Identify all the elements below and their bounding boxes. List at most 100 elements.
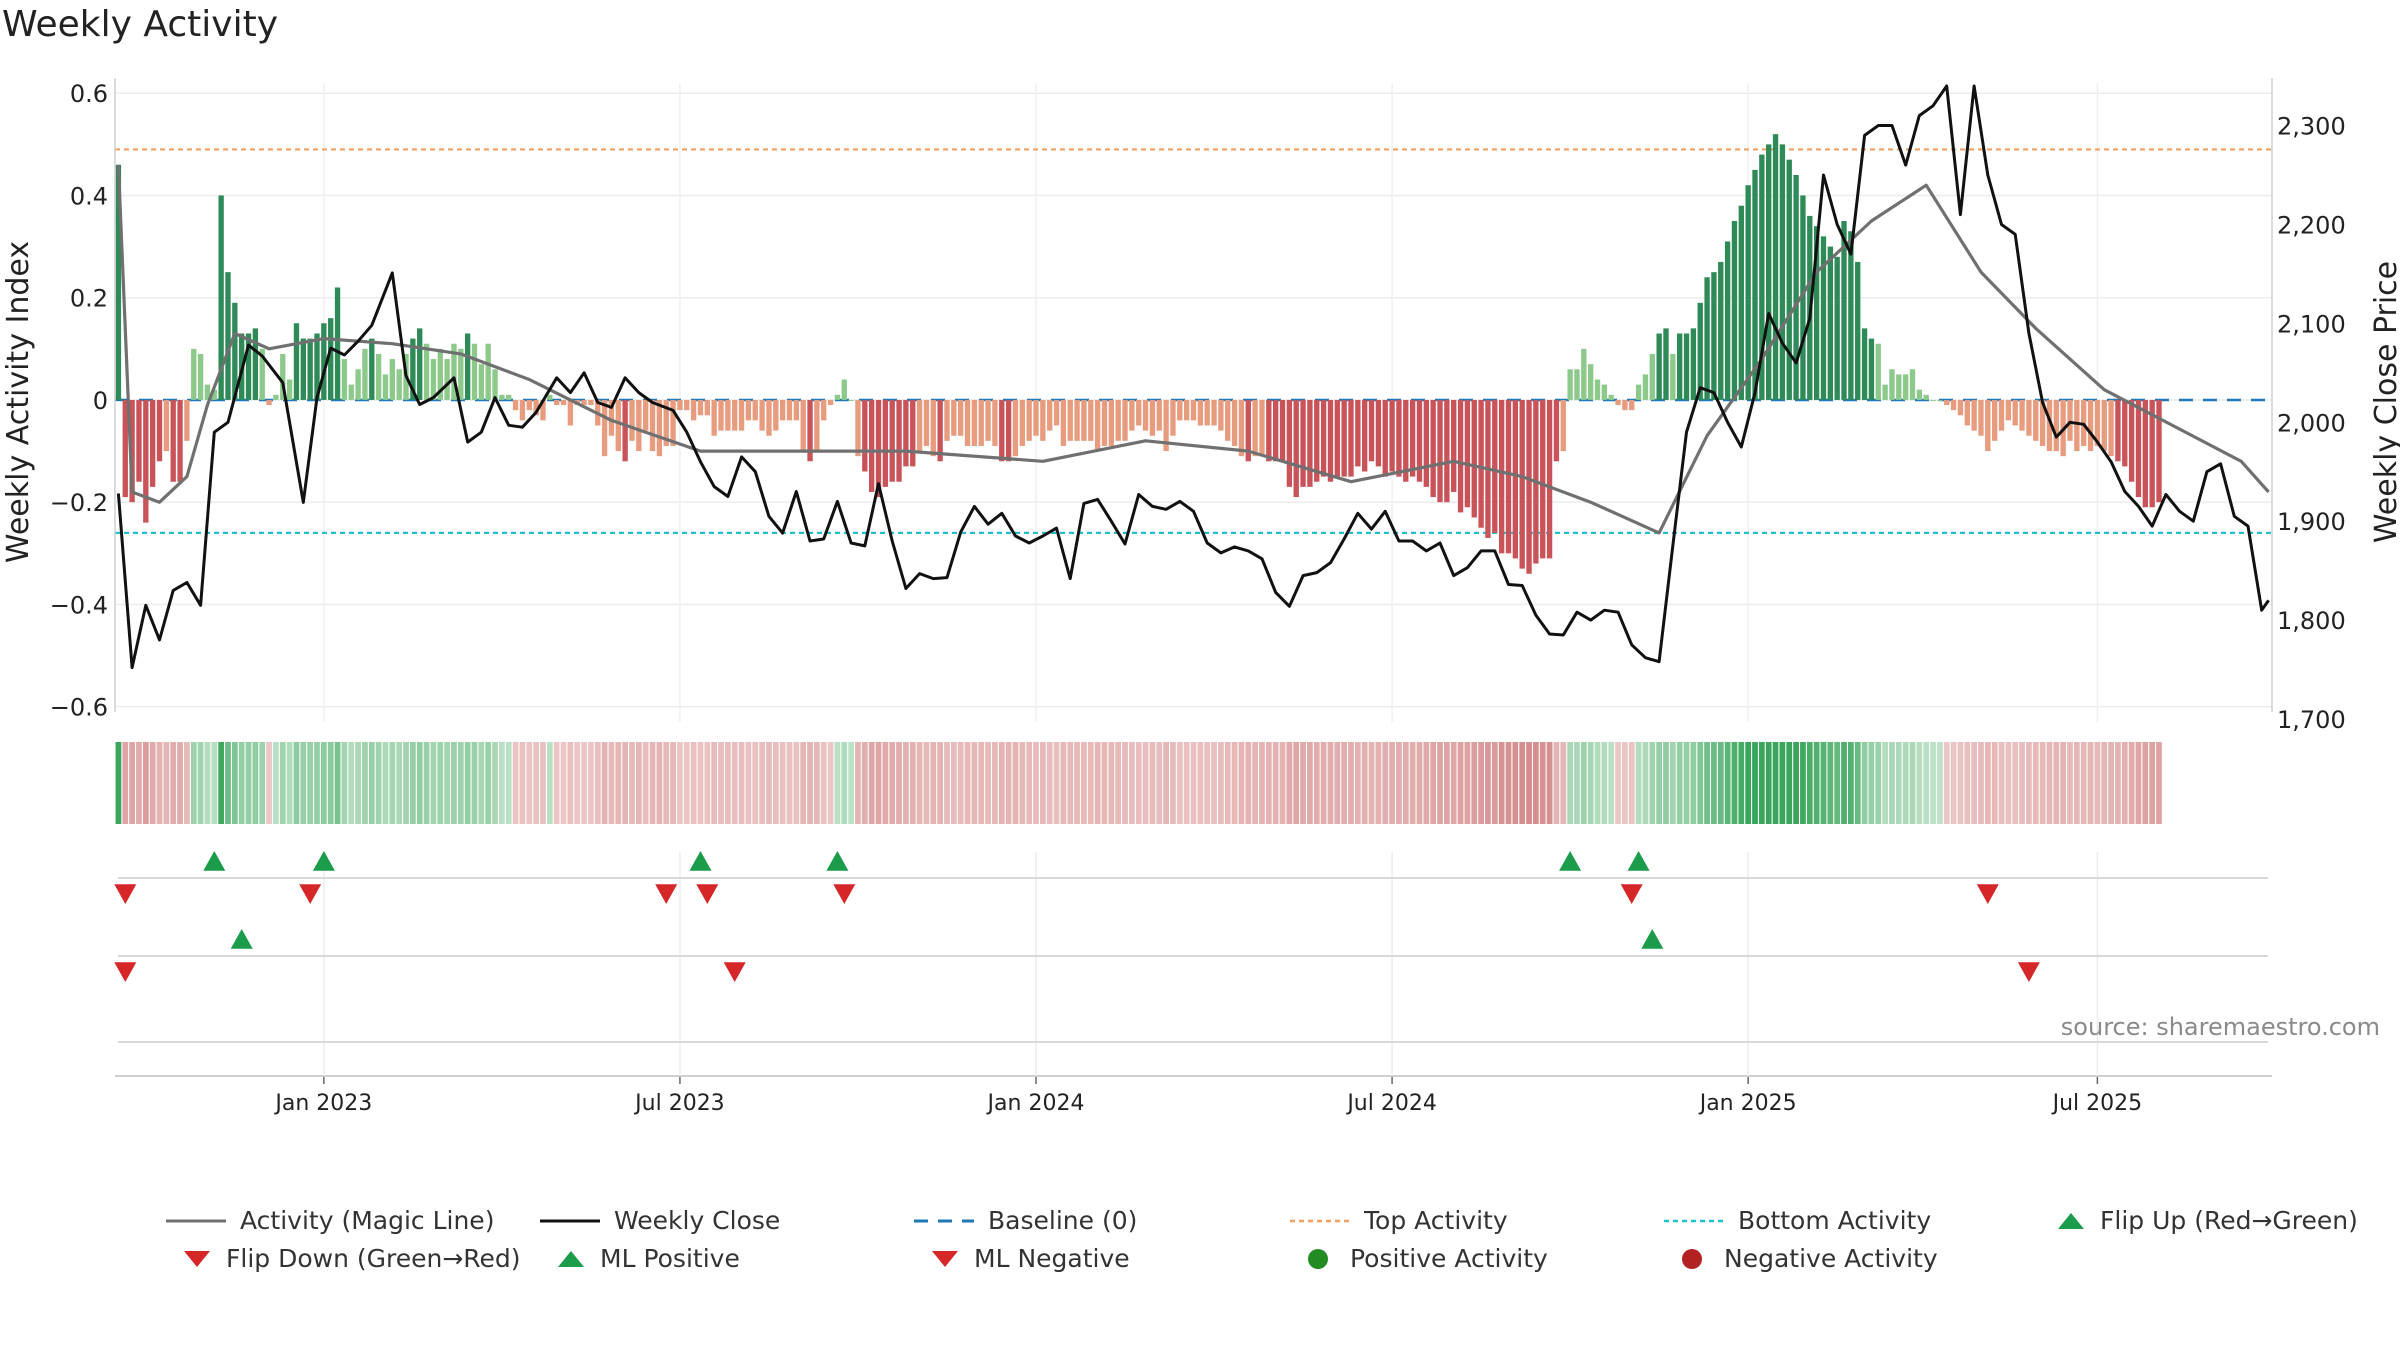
activity-bar [670,399,676,446]
heat-cell [2087,742,2094,824]
heat-cell [704,742,711,824]
activity-bar [1197,399,1204,426]
activity-bar [1204,399,1210,426]
activity-bar [1902,374,1909,400]
heat-cell [690,742,697,824]
heat-cell [944,742,950,824]
activity-bar [1683,333,1690,400]
heat-cell [1382,742,1389,824]
activity-bar [697,399,704,416]
heat-cell [1293,742,1300,824]
triangle-down-icon [184,1250,210,1267]
heat-cell [389,742,396,824]
activity-bar [1245,399,1251,462]
heat-cell [190,742,197,824]
activity-bar [396,369,402,400]
activity-bar [2087,399,2094,452]
heat-cell [2080,742,2087,824]
heat-cell [1683,742,1690,824]
heat-cell [1991,742,1998,824]
activity-bar [1293,399,1299,498]
heat-cell [567,742,574,824]
activity-bar [848,399,854,401]
dot-icon [1308,1248,1328,1269]
heat-cell [998,742,1005,824]
activity-bar [423,343,430,400]
activity-bar [1238,399,1245,457]
dot-icon [1682,1248,1702,1269]
activity-bar [807,399,813,462]
heat-cell [697,742,704,824]
activity-bar [218,195,224,400]
heat-cell [1142,742,1149,824]
activity-bar [1718,261,1724,400]
activity-bar [1649,353,1655,400]
activity-bar [1731,221,1738,400]
activity-bar [143,399,149,523]
activity-bar [1389,399,1395,472]
heat-cell [1580,742,1587,824]
activity-bar [1540,399,1546,559]
activity-bar [2039,399,2046,446]
heat-cell [464,742,471,824]
heat-cell [1690,742,1697,824]
activity-bar [1629,399,1635,411]
heat-cell [1834,742,1841,824]
activity-bar [2122,399,2128,467]
right-tick-label: 1,800 [2277,607,2346,635]
activity-bar [1033,399,1039,436]
heat-cell [1197,742,1204,824]
heat-cell [2039,742,2046,824]
heat-cell [1313,742,1320,824]
heat-cell [184,742,190,824]
heat-cell [615,742,622,824]
activity-bar [1704,277,1710,400]
activity-bar [1108,399,1114,446]
heat-cell [1923,742,1930,824]
heat-cell [855,742,861,824]
activity-bar [903,399,909,467]
heat-cell [724,742,731,824]
heat-cell [820,742,827,824]
heat-cell [1793,742,1799,824]
heat-cell [1813,742,1820,824]
heat-cell [430,742,437,824]
activity-bar [2142,399,2148,508]
activity-bar [1834,256,1840,400]
activity-bar [1971,399,1977,431]
heat-cell [1005,742,1012,824]
heat-cell [718,742,724,824]
magic-line [116,164,2270,535]
legend-label: Bottom Activity [1738,1206,1932,1235]
activity-bar [273,394,279,400]
activity-bar [1786,159,1792,400]
legend-ml-positive: ML Positive [556,1244,740,1273]
activity-bar [786,399,793,421]
heat-cell [1656,742,1663,824]
activity-bar [341,359,348,400]
x-tick-label: Jul 2024 [1345,1091,1437,1116]
activity-bar [1909,369,1916,400]
activity-bar [1985,399,1991,452]
right-tick-label: 2,100 [2277,310,2346,338]
heat-cell [635,742,642,824]
heat-cell [177,742,183,824]
heat-cell [1827,742,1834,824]
left-axis-title: Weekly Activity Index [1,241,36,563]
activity-bar [910,399,916,467]
heat-cell [1108,742,1115,824]
heat-cell [1471,742,1478,824]
activity-bar [814,399,820,452]
heat-cell [1341,742,1348,824]
activity-bar [122,399,128,498]
heat-cell [957,742,964,824]
heat-cell [2142,742,2149,824]
activity-bar [1827,246,1833,400]
heat-cell [136,742,142,824]
heat-cell [1183,742,1190,824]
activity-bar [745,399,752,421]
heat-cell [218,742,225,824]
heat-cell [1464,742,1471,824]
heat-cell [279,742,286,824]
